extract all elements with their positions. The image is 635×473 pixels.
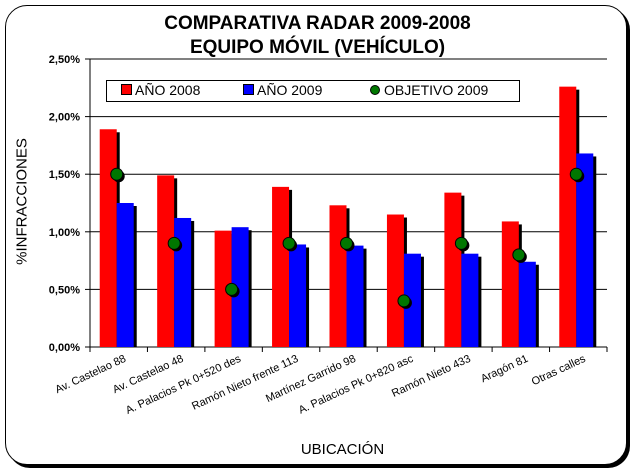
objetivo-marker — [340, 236, 353, 250]
legend-label-2008: AÑO 2008 — [135, 82, 201, 98]
bar-2008 — [157, 175, 175, 347]
objetivo-marker — [397, 294, 411, 308]
bar-2009 — [461, 253, 479, 347]
chart-title: COMPARATIVA RADAR 2009-2008 — [164, 13, 471, 34]
bar-2008 — [214, 230, 232, 347]
objetivo-marker — [512, 248, 526, 262]
legend-marker-objetivo — [370, 85, 380, 95]
bar-2009 — [576, 153, 594, 347]
x-tick-label: Aragón 81 — [479, 353, 530, 385]
legend-swatch-2008 — [121, 84, 132, 95]
y-tick-label: 1,00% — [49, 227, 80, 239]
y-tick-label: 0,00% — [49, 342, 80, 354]
legend-label-2009: AÑO 2009 — [257, 82, 323, 98]
y-tick-label: 2,50% — [49, 54, 80, 66]
y-tick-label: 2,00% — [49, 112, 80, 124]
bar-2008 — [329, 205, 347, 347]
y-axis-label: %INFRACCIONES — [13, 138, 31, 265]
bar-2009 — [518, 261, 536, 347]
y-tick-label: 1,50% — [49, 169, 80, 181]
legend-item-objetivo: OBJETIVO 2009 — [370, 82, 488, 98]
bar-2008 — [501, 221, 519, 347]
objetivo-marker — [167, 236, 181, 250]
bar-2008 — [386, 214, 404, 347]
bar-2008 — [559, 86, 577, 347]
legend-item-2009: AÑO 2009 — [243, 82, 322, 98]
legend-item-2008: AÑO 2008 — [121, 82, 200, 98]
bar-2009 — [231, 227, 249, 347]
legend-label-objetivo: OBJETIVO 2009 — [384, 82, 489, 98]
x-tick-label: Otras calles — [530, 353, 588, 389]
bar-2008 — [272, 186, 290, 347]
bar-2008 — [99, 129, 117, 347]
bar-2009 — [346, 245, 364, 347]
x-tick-label: Ramón Nieto frente 113 — [190, 353, 300, 413]
objetivo-marker — [282, 236, 296, 250]
bar-2009 — [116, 203, 134, 347]
bar-2009 — [403, 253, 421, 347]
objetivo-marker — [454, 236, 468, 250]
y-tick-label: 0,50% — [49, 284, 80, 296]
legend: AÑO 2008 AÑO 2009 OBJETIVO 2009 — [106, 80, 520, 102]
bar-2009 — [174, 217, 192, 347]
bar-2008 — [444, 192, 462, 347]
objetivo-marker — [110, 167, 124, 181]
legend-swatch-2009 — [243, 84, 254, 95]
objetivo-marker — [225, 282, 239, 296]
objetivo-marker — [569, 167, 583, 181]
bar-2009 — [289, 244, 307, 347]
x-axis-label: UBICACIÓN — [300, 441, 385, 458]
chart-subtitle: EQUIPO MÓVIL (VEHÍCULO) — [189, 37, 446, 58]
